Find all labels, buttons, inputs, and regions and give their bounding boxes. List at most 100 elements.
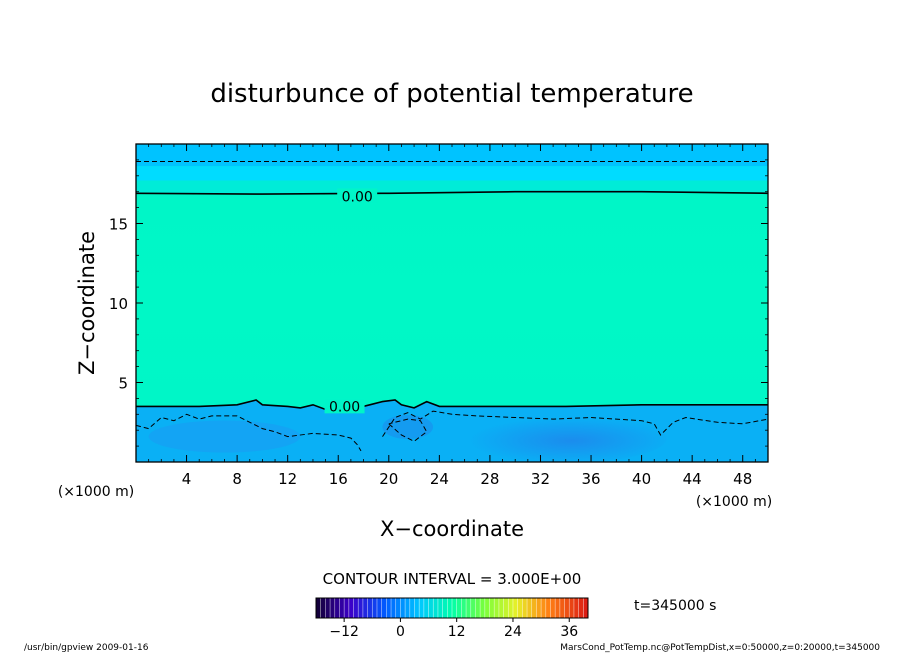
colorbar-swatch (428, 598, 434, 618)
colorbar-swatch (376, 598, 382, 618)
colorbar-swatch (367, 598, 373, 618)
colorbar-swatch (423, 598, 429, 618)
colorbar-tick-label: −12 (329, 624, 359, 640)
x-tick-label: 32 (531, 470, 550, 488)
colorbar-swatch (320, 598, 326, 618)
x-unit-right: (×1000 m) (696, 494, 772, 510)
colorbar-swatch (419, 598, 425, 618)
colorbar-swatch (559, 598, 565, 618)
x-tick-label: 28 (480, 470, 499, 488)
x-tick-label: 12 (278, 470, 297, 488)
colorbar-swatch (498, 598, 504, 618)
contour-dashed-low-2 (388, 418, 428, 442)
colorbar-swatch (437, 598, 443, 618)
x-tick-label: 24 (430, 470, 449, 488)
contour-zero-upper (136, 190, 768, 195)
colorbar-swatch (527, 598, 533, 618)
colorbar-tick-label: 24 (504, 624, 522, 640)
colorbar-swatch (330, 598, 336, 618)
colorbar-tick-label: 0 (396, 624, 405, 640)
x-tick-label: 36 (581, 470, 600, 488)
colorbar-swatch (456, 598, 462, 618)
x-tick-label: 8 (232, 470, 242, 488)
colorbar-swatch (334, 598, 340, 618)
contour-interval-label: CONTOUR INTERVAL = 3.000E+00 (323, 570, 582, 588)
lower-deep-region (439, 412, 667, 462)
colorbar-swatch (466, 598, 472, 618)
y-tick-label: 5 (118, 375, 128, 393)
colorbar-swatch (545, 598, 551, 618)
colorbar-swatch (508, 598, 514, 618)
contour-label: 0.00 (329, 399, 360, 415)
chart-title: disturbunce of potential temperature (210, 79, 693, 109)
colorbar: −12 0 12 24 36 (315, 597, 589, 640)
x-tick-label: 16 (329, 470, 348, 488)
colorbar-swatch (480, 598, 486, 618)
contour-lines (136, 161, 768, 452)
colorbar-swatch (386, 598, 392, 618)
x-tick-label: 48 (733, 470, 752, 488)
colorbar-swatch (564, 598, 570, 618)
colorbar-swatch (536, 598, 542, 618)
colorbar-swatch (503, 598, 509, 618)
footer-left: /usr/bin/gpview 2009-01-16 (24, 643, 149, 653)
colorbar-swatch (344, 598, 350, 618)
band-upper (136, 166, 768, 181)
contour-zero-lower (136, 399, 768, 411)
colorbar-swatch (409, 598, 415, 618)
colorbar-swatch (522, 598, 528, 618)
colorbar-swatch (362, 598, 368, 618)
colorbar-swatch (541, 598, 547, 618)
colorbar-swatch (494, 598, 500, 618)
colorbar-swatch (405, 598, 411, 618)
x-tick-label: 4 (182, 470, 192, 488)
x-tick-label: 44 (683, 470, 702, 488)
colorbar-swatch (372, 598, 378, 618)
y-axis-label: Z−coordinate (75, 231, 99, 375)
colorbar-swatch (461, 598, 467, 618)
colorbar-swatch (325, 598, 331, 618)
band-top (136, 144, 768, 167)
colorbar-swatch (353, 598, 359, 618)
colorbar-swatch (414, 598, 420, 618)
colorbar-swatch (517, 598, 523, 618)
colorbar-tick-label: 12 (448, 624, 466, 640)
contour-labels: 0.00 0.00 (324, 188, 378, 415)
colorbar-swatch (475, 598, 481, 618)
colorbar-swatch (573, 598, 579, 618)
contour-plot-area (136, 144, 768, 462)
colorbar-swatch (316, 598, 321, 618)
colorbar-swatch (512, 598, 518, 618)
colorbar-swatch (348, 598, 354, 618)
colorbar-swatch (531, 598, 537, 618)
colorbar-swatch (358, 598, 364, 618)
colorbar-swatch (578, 598, 584, 618)
colorbar-swatch (433, 598, 439, 618)
contour-label-bg (324, 398, 365, 414)
contour-label-bg (337, 188, 378, 204)
colorbar-frame (315, 597, 589, 619)
colorbar-swatch (484, 598, 490, 618)
time-label: t=345000 s (634, 598, 716, 614)
colorbar-swatch (583, 598, 589, 618)
colorbar-swatch (470, 598, 476, 618)
x-tick-label: 20 (379, 470, 398, 488)
colorbar-tick-label: 36 (560, 624, 578, 640)
lower-mid-region (148, 420, 301, 453)
colorbar-swatch (452, 598, 457, 618)
colorbar-swatch (400, 598, 406, 618)
colorbar-swatch (442, 598, 448, 618)
band-upper-2 (136, 180, 768, 194)
footer-right: MarsCond_PotTemp.nc@PotTempDist,x=0:5000… (560, 643, 880, 653)
colorbar-swatch (339, 598, 345, 618)
x-tick-label: 40 (632, 470, 651, 488)
contour-dashed-low-1 (382, 410, 768, 437)
colorbar-swatch (381, 598, 387, 618)
colorbar-swatch (489, 598, 495, 618)
y-tick-label: 10 (109, 295, 128, 313)
x-axis-label: X−coordinate (380, 517, 524, 541)
contour-label: 0.00 (342, 189, 373, 205)
colorbar-swatch (447, 598, 453, 618)
